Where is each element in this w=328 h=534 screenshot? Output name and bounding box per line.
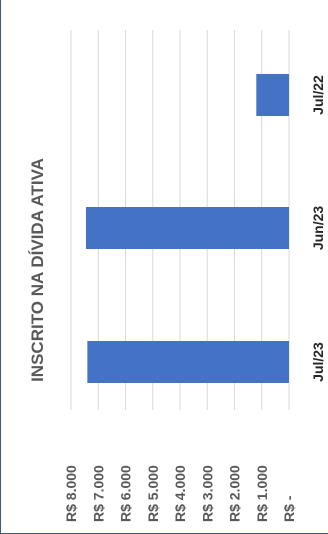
category-label: Jul/22 [310, 75, 326, 115]
value-tick-label: R$ 7.000 [90, 465, 106, 522]
value-tick-label: R$ 4.000 [172, 465, 188, 522]
category-axis-labels: Jul/22 Jun/23 Jul/23 [310, 75, 326, 382]
chart-title: INSCRITO NA DÍVIDA ATIVA [28, 158, 47, 382]
value-tick-label: R$ 5.000 [145, 465, 161, 522]
category-label: Jun/23 [310, 206, 326, 251]
value-tick-label: R$ 8.000 [63, 465, 79, 522]
title-group: INSCRITO NA DÍVIDA ATIVA [28, 158, 47, 382]
value-tick-label: R$ 6.000 [118, 465, 134, 522]
value-tick-label: R$ 3.000 [199, 465, 215, 522]
bar-jul-23 [87, 341, 289, 383]
value-tick-label: R$ - [281, 495, 297, 522]
value-tick-label: R$ 2.000 [227, 465, 243, 522]
bars [85, 74, 289, 383]
category-label: Jul/23 [310, 342, 326, 382]
bar-jun-23 [85, 207, 289, 249]
value-axis-ticks: R$ - R$ 1.000 R$ 2.000 R$ 3.000 R$ 4.000 R$ 5… [63, 465, 297, 522]
bar-jul-22 [256, 74, 289, 116]
value-tick-label: R$ 1.000 [254, 465, 270, 522]
